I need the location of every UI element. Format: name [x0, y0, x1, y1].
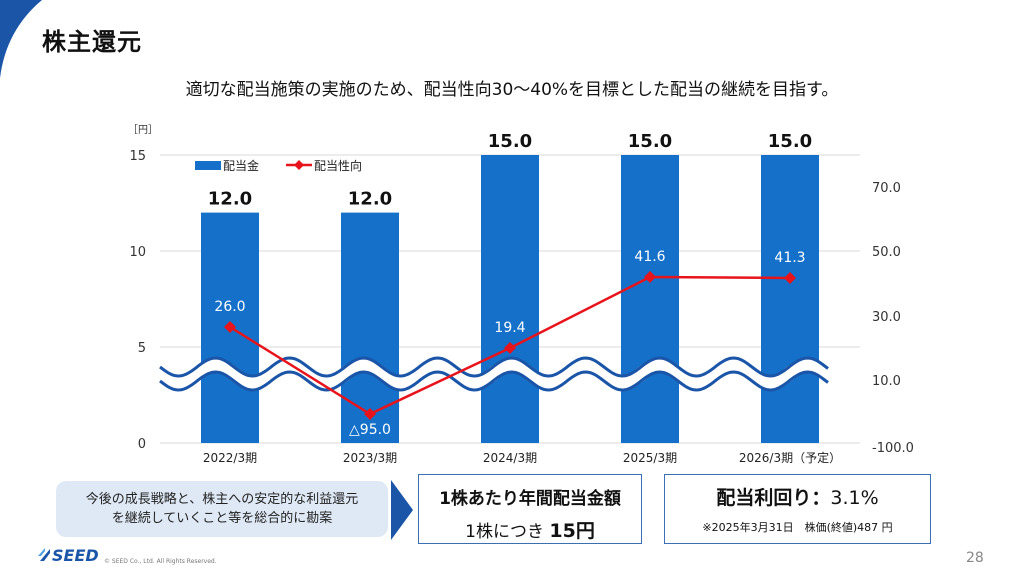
- legend-line-marker: [294, 160, 304, 170]
- bar-value-label: 12.0: [348, 189, 392, 210]
- callout-line-2: を継続していくこと等を総合的に勘案: [111, 511, 333, 526]
- page-title: 株主還元: [42, 28, 142, 56]
- dividend-bar: [621, 155, 679, 443]
- payout-ratio-point: [364, 408, 376, 420]
- left-tick-label: 0: [138, 437, 146, 452]
- page-subtitle: 適切な配当施策の実施のため、配当性向30〜40%を目標とした配当の継続を目指す。: [185, 80, 839, 100]
- legend-line-label: 配当性向: [314, 158, 362, 173]
- annual-dividend-value: 1株につき 15円: [419, 516, 641, 543]
- annual-dividend-box: 1株あたり年間配当金額 1株につき 15円: [418, 474, 642, 544]
- payout-ratio-point: [644, 271, 656, 283]
- payout-ratio-point: [784, 272, 796, 284]
- dividend-yield-box: 配当利回り：3.1% ※2025年3月31日 株価(終値)487 円: [664, 474, 931, 544]
- annual-dividend-heading: 1株あたり年間配当金額: [439, 489, 621, 509]
- right-tick-label: -100.0: [872, 441, 914, 456]
- x-tick-label: 2026/3期（予定）: [739, 450, 841, 465]
- bar-value-label: 15.0: [628, 131, 672, 152]
- dividend-chart: 0 5 10 15 ［円］ -100.0 10.0 30.0 50.0 70.0 12.0 12.0 1…: [128, 124, 914, 465]
- left-tick-label: 5: [138, 341, 146, 356]
- copyright: © SEED Co., Ltd. All Rights Reserved.: [104, 558, 217, 565]
- payout-ratio-label: 19.4: [494, 320, 525, 336]
- strategy-callout: 今後の成長戦略と、株主への安定的な利益還元 を継続していくこと等を総合的に勘案: [56, 481, 388, 537]
- x-tick-label: 2025/3期: [623, 451, 677, 465]
- right-tick-label: 50.0: [872, 245, 901, 260]
- legend-bar-label: 配当金: [223, 158, 259, 173]
- corner-decoration: [0, 0, 42, 78]
- logo-mark-icon: [38, 548, 50, 561]
- right-tick-label: 10.0: [872, 374, 901, 389]
- right-tick-label: 30.0: [872, 310, 901, 325]
- dividend-amount: 15円: [549, 520, 595, 542]
- x-tick-label: 2024/3期: [483, 451, 537, 465]
- payout-ratio-label: 41.6: [634, 249, 665, 265]
- right-tick-label: 70.0: [872, 181, 901, 196]
- dividend-bar: [481, 155, 539, 443]
- logo-text: SEED: [52, 546, 99, 565]
- dividend-yield: 配当利回り：3.1%: [665, 483, 930, 510]
- axis-break-wave: [159, 356, 829, 378]
- payout-ratio-point: [504, 342, 516, 354]
- x-tick-label: 2022/3期: [203, 451, 257, 465]
- yield-note: ※2025年3月31日 株価(終値)487 円: [702, 521, 893, 534]
- callout-line-1: 今後の成長戦略と、株主への安定的な利益還元: [85, 492, 359, 507]
- page-number: 28: [966, 550, 984, 566]
- left-tick-label: 10: [129, 245, 146, 260]
- payout-ratio-label: △95.0: [349, 422, 391, 438]
- seed-logo: SEED: [38, 546, 99, 565]
- payout-ratio-point: [224, 321, 236, 333]
- axis-break-wave: [159, 370, 829, 392]
- bar-value-label: 15.0: [488, 131, 532, 152]
- dividend-bar: [761, 155, 819, 443]
- arrow-right-icon: [391, 480, 413, 540]
- yield-label: 配当利回り：: [716, 487, 831, 509]
- axis-break-gap: [155, 357, 833, 391]
- x-tick-label: 2023/3期: [343, 451, 397, 465]
- yield-value: 3.1%: [830, 487, 879, 509]
- payout-ratio-label: 26.0: [214, 299, 245, 315]
- payout-ratio-label: 41.3: [774, 250, 805, 266]
- bar-value-label: 12.0: [208, 189, 252, 210]
- left-tick-label: 15: [129, 149, 146, 164]
- bar-value-label: 15.0: [768, 131, 812, 152]
- left-axis-unit: ［円］: [128, 124, 158, 136]
- per-share-prefix: 1株につき: [465, 522, 550, 542]
- legend-bar-swatch: [195, 161, 221, 170]
